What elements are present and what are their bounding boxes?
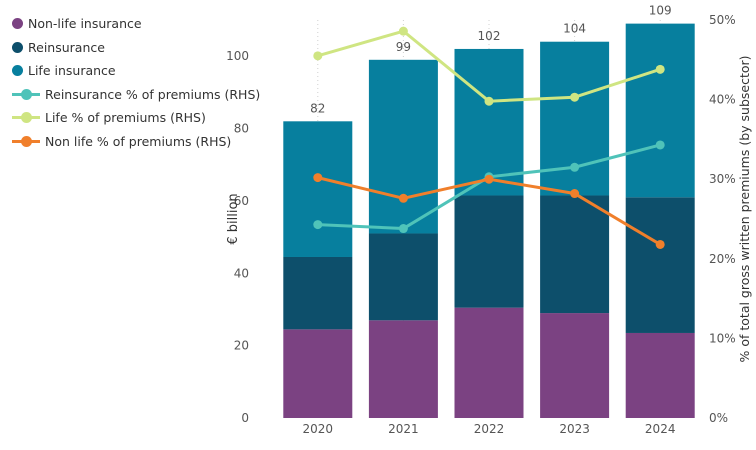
bar-segment-reinsurance [540, 195, 610, 314]
legend-item-life-of-premiums-rhs[interactable]: Life % of premiums (RHS) [12, 106, 260, 130]
bar-segment-non-life-insurance [625, 332, 695, 418]
data-point-reinsurance-of-premiums-rhs [313, 220, 323, 230]
y-tick-label: 40 [234, 266, 249, 280]
legend-label: Life insurance [28, 63, 116, 79]
y-tick-label: 0 [241, 411, 249, 425]
x-tick-label: 2024 [645, 422, 676, 436]
y2-tick-label: 50% [709, 13, 736, 27]
x-tick-label: 2023 [559, 422, 590, 436]
y2-tick-label: 40% [709, 93, 736, 107]
y2-tick-label: 10% [709, 331, 736, 345]
bar-segment-life-insurance [454, 48, 524, 196]
data-point-non-life-of-premiums-rhs [655, 239, 665, 249]
legend-label: Non life % of premiums (RHS) [45, 133, 232, 149]
bar-total-label: 104 [563, 22, 586, 36]
bar-total-label: 99 [396, 40, 411, 54]
legend-item-non-life-insurance[interactable]: Non-life insurance [12, 12, 260, 36]
bar-segment-reinsurance [368, 233, 438, 321]
y-tick-label: 60 [234, 194, 249, 208]
legend-item-reinsurance[interactable]: Reinsurance [12, 36, 260, 60]
legend-swatch [12, 18, 23, 30]
legend-label: Non-life insurance [28, 16, 142, 32]
y2-axis-title: % of total gross written premiums (by su… [737, 55, 752, 362]
y-tick-label: 20 [234, 339, 249, 353]
data-point-reinsurance-of-premiums-rhs [398, 224, 408, 234]
x-tick-label: 2022 [474, 422, 505, 436]
data-point-non-life-of-premiums-rhs [570, 189, 580, 199]
legend-item-non-life-of-premiums-rhs[interactable]: Non life % of premiums (RHS) [12, 130, 260, 154]
legend-swatch [12, 112, 40, 124]
legend-label: Life % of premiums (RHS) [45, 110, 206, 126]
bar-segment-non-life-insurance [454, 307, 524, 418]
x-tick-label: 2020 [303, 422, 334, 436]
legend-swatch [12, 88, 40, 100]
legend-swatch [12, 65, 23, 77]
bar-total-label: 109 [649, 4, 672, 18]
x-tick-label: 2021 [388, 422, 419, 436]
data-point-non-life-of-premiums-rhs [398, 193, 408, 203]
y2-tick-label: 30% [709, 172, 736, 186]
legend-item-life-insurance[interactable]: Life insurance [12, 59, 260, 83]
data-point-non-life-of-premiums-rhs [484, 174, 494, 184]
data-point-reinsurance-of-premiums-rhs [570, 162, 580, 172]
bar-total-label: 102 [478, 29, 501, 43]
data-point-life-of-premiums-rhs [313, 51, 323, 61]
y-tick-label: 80 [234, 122, 249, 136]
y-tick-label: 100 [226, 49, 249, 63]
data-point-life-of-premiums-rhs [570, 92, 580, 102]
bar-total-label: 82 [310, 101, 325, 115]
y-axis-title: € billion [226, 193, 241, 244]
data-point-life-of-premiums-rhs [655, 64, 665, 74]
bar-segment-reinsurance [625, 197, 695, 333]
bar-segment-non-life-insurance [368, 320, 438, 418]
legend-swatch [12, 135, 40, 147]
bar-segment-life-insurance [540, 41, 610, 196]
y2-tick-label: 20% [709, 252, 736, 266]
bar-segment-non-life-insurance [283, 329, 353, 418]
bar-segment-life-insurance [625, 23, 695, 198]
data-point-reinsurance-of-premiums-rhs [655, 140, 665, 150]
bar-segment-life-insurance [368, 59, 438, 234]
bar-segment-non-life-insurance [540, 313, 610, 418]
data-point-non-life-of-premiums-rhs [313, 173, 323, 183]
legend: Non-life insurance Reinsurance Life insura… [12, 12, 260, 153]
data-point-life-of-premiums-rhs [484, 96, 494, 106]
bar-segment-reinsurance [454, 195, 524, 308]
legend-item-reinsurance-of-premiums-rhs[interactable]: Reinsurance % of premiums (RHS) [12, 83, 260, 107]
data-point-life-of-premiums-rhs [398, 26, 408, 36]
y2-tick-label: 0% [709, 411, 728, 425]
bar-segment-reinsurance [283, 256, 353, 330]
legend-swatch [12, 41, 23, 53]
bar-segment-life-insurance [283, 121, 353, 257]
legend-label: Reinsurance % of premiums (RHS) [45, 86, 261, 102]
legend-label: Reinsurance [28, 39, 105, 55]
